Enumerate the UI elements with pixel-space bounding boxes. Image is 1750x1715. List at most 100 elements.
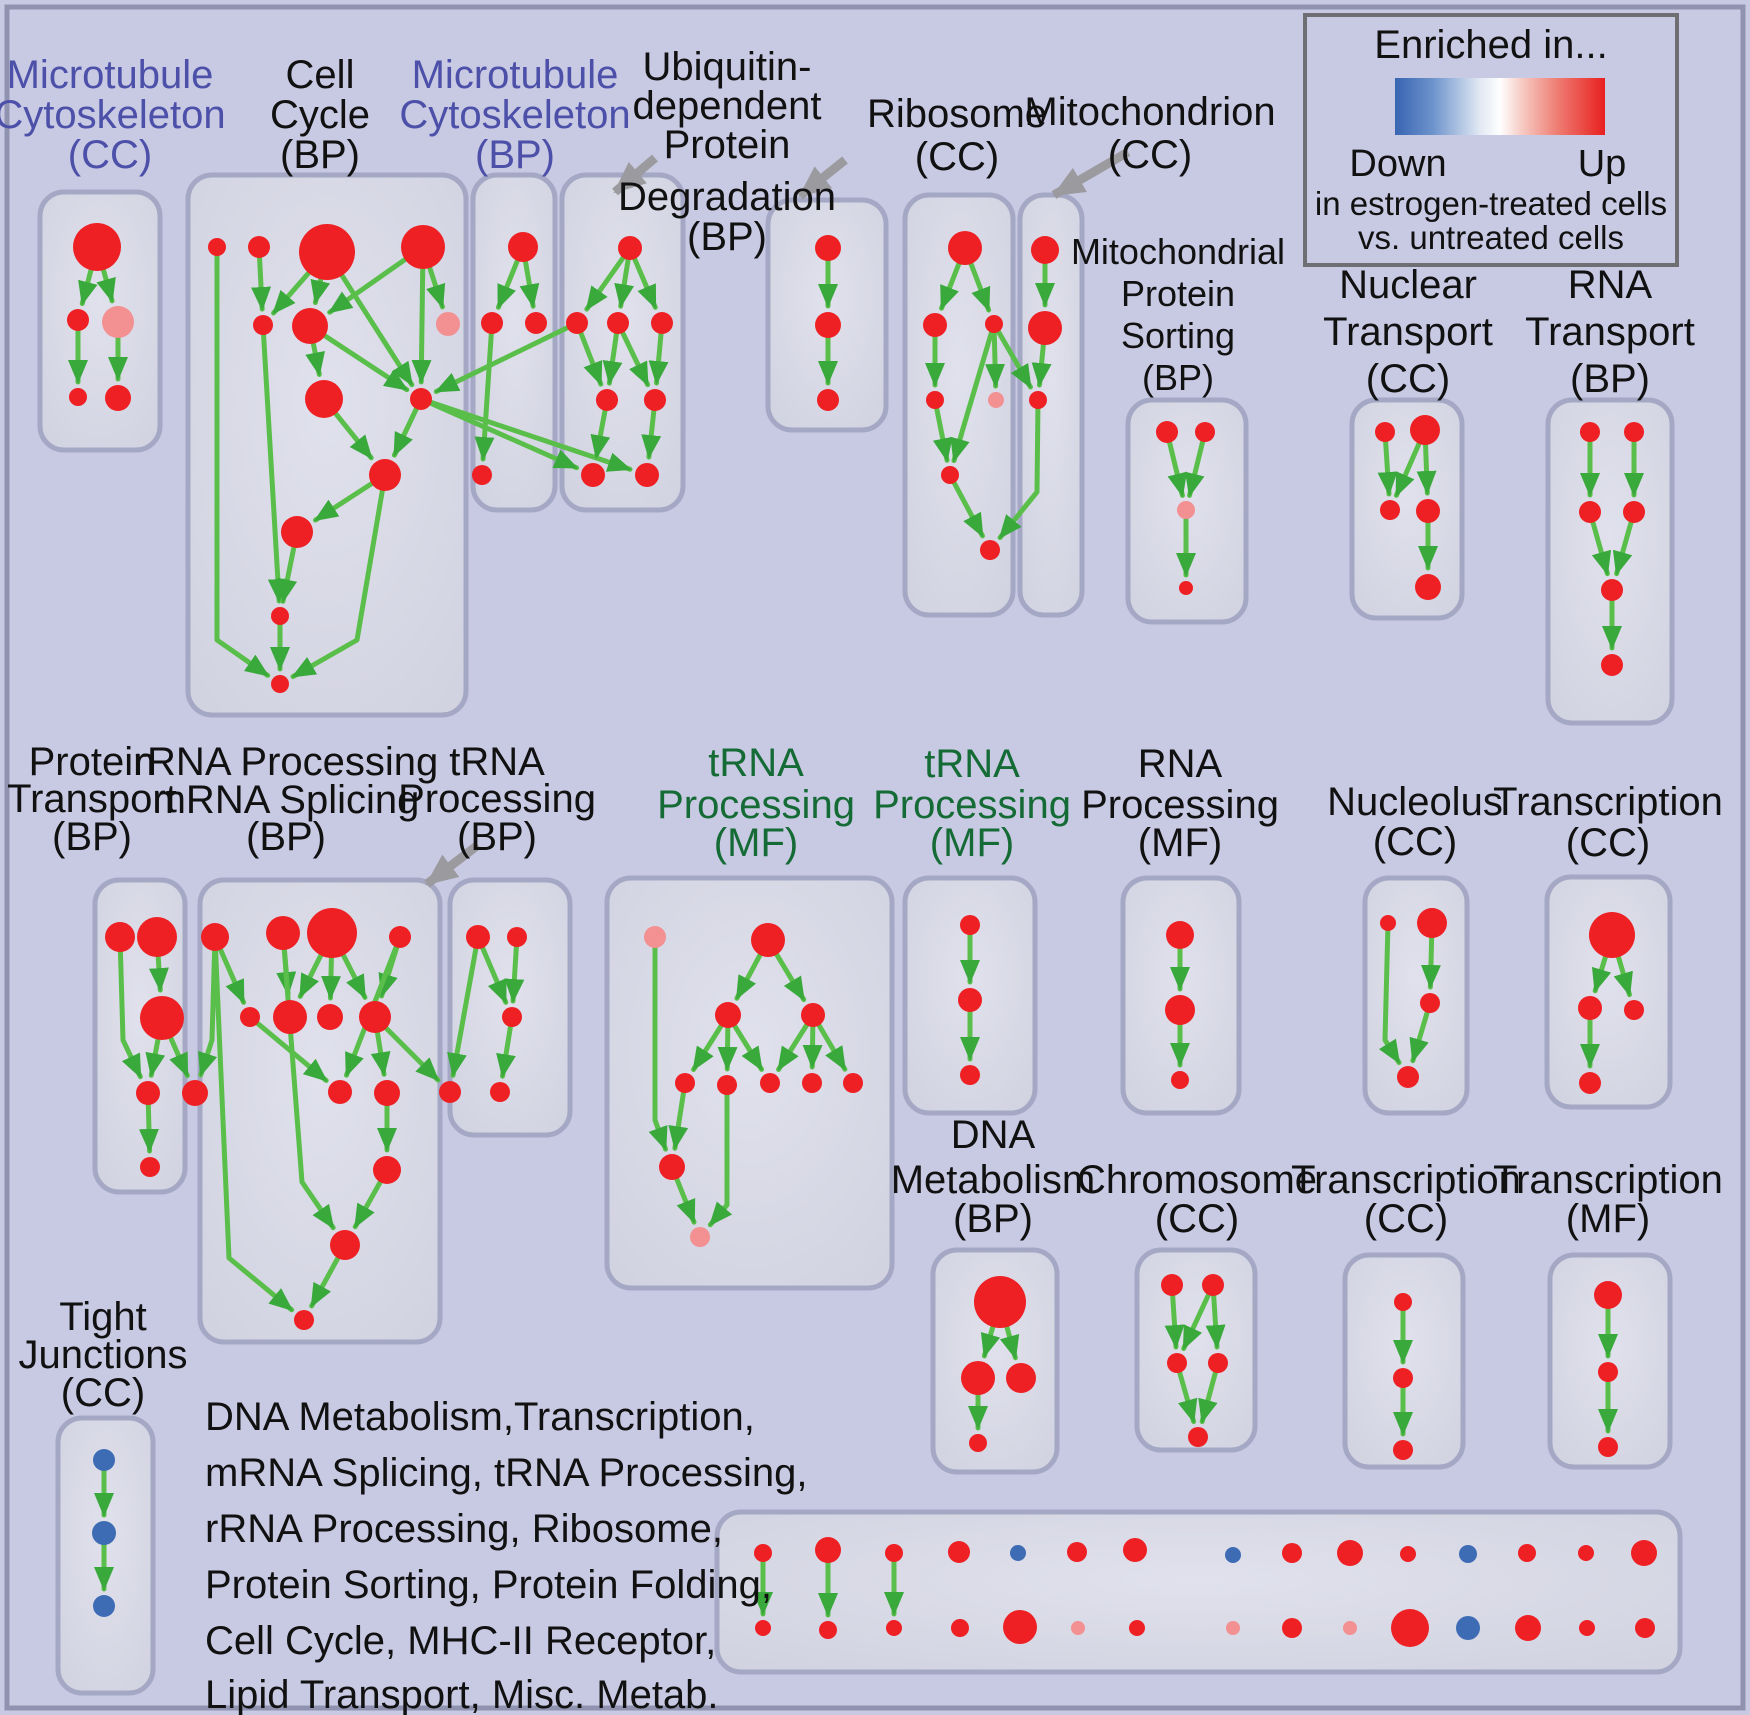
gene-node-t41 xyxy=(1594,1281,1622,1309)
cluster-box-protein-transport xyxy=(92,877,188,1195)
mitochondrion-label-line-1: Mitochondrion xyxy=(1024,90,1275,134)
legend-subtitle-1: in estrogen-treated cells xyxy=(1315,185,1667,222)
legend-down-label: Down xyxy=(1349,143,1446,185)
transcription-mf-label-line-1: Transcription xyxy=(1493,1158,1723,1202)
edge-cc13-ub7 xyxy=(418,396,580,471)
gene-node-rt1 xyxy=(1580,422,1600,442)
gene-node-cc3 xyxy=(299,224,355,280)
edge-mp2-mp3 xyxy=(1185,429,1208,498)
nuclear-transport-label-line-3: (CC) xyxy=(1366,357,1450,401)
edge-cc5-cc11 xyxy=(260,322,288,604)
gene-node-tm2 xyxy=(751,923,785,957)
ubiquitin-label-line-5: (BP) xyxy=(687,215,767,259)
gene-node-cc1 xyxy=(208,238,226,256)
rrna-mrna-label-line-2: mRNA Splicing xyxy=(153,778,420,822)
edge-ub3-ub6 xyxy=(615,320,651,388)
gene-node-nt1 xyxy=(1375,422,1395,442)
gene-node-mt2 xyxy=(67,309,89,331)
gene-node-nu4 xyxy=(1397,1066,1419,1088)
cluster-box-ubiquitin-a xyxy=(559,172,686,513)
gene-node-cc6 xyxy=(292,308,328,344)
gene-node-bx4 xyxy=(948,1541,970,1563)
gene-node-dm2 xyxy=(961,1361,995,1395)
edge-tm6-tm11 xyxy=(707,1082,733,1228)
tight-junctions-label-line-2: Junctions xyxy=(19,1333,188,1377)
annotation-arrow-icon xyxy=(1051,148,1131,199)
cluster-box-chromosome xyxy=(1134,1247,1258,1453)
gene-node-tm5 xyxy=(675,1073,695,1093)
chromosome-label-line-1: Chromosome xyxy=(1077,1158,1317,1202)
gene-node-t43 xyxy=(1598,1437,1618,1457)
gene-node-cc5 xyxy=(253,315,273,335)
ribosome-label-line-2: (CC) xyxy=(915,135,999,179)
gene-node-tc1 xyxy=(1589,912,1635,958)
gene-node-rp3 xyxy=(1171,1071,1189,1089)
ubiquitin-label-line-2: dependent xyxy=(632,84,821,128)
gene-node-bx13 xyxy=(1518,1544,1536,1562)
gene-node-rr9 xyxy=(328,1080,352,1104)
transcription-cc-2-label-line-2: (CC) xyxy=(1566,821,1650,865)
mito-protein-sorting-label-line-2: Protein xyxy=(1121,273,1235,314)
gene-node-t33 xyxy=(1393,1440,1413,1460)
gene-node-rr7 xyxy=(317,1004,343,1030)
gene-node-tr2 xyxy=(507,927,527,947)
gene-node-by12 xyxy=(1456,1616,1480,1640)
gene-node-tm10 xyxy=(659,1154,685,1180)
nucleolus-label-line-1: Nucleolus xyxy=(1327,780,1503,824)
gene-node-rb5 xyxy=(988,392,1004,408)
gene-node-bx1 xyxy=(754,1544,772,1562)
rna-transport-label-line-3: (BP) xyxy=(1570,357,1650,401)
nucleolus-label-line-2: (CC) xyxy=(1373,820,1457,864)
rna-processing-mf-label-line-3: (MF) xyxy=(1138,821,1222,865)
gene-node-mt1 xyxy=(73,223,121,271)
gene-node-ub3 xyxy=(607,312,629,334)
cell-cycle-label-line-2: Cycle xyxy=(270,93,370,137)
gene-node-vb2 xyxy=(815,312,841,338)
gene-node-rr2 xyxy=(266,916,300,950)
gene-node-tm1 xyxy=(644,926,666,948)
mito-protein-sorting-label-line-4: (BP) xyxy=(1142,357,1214,398)
edge-ch3-ch5 xyxy=(1174,1360,1198,1425)
gene-node-by11 xyxy=(1391,1609,1429,1647)
gene-node-bx12 xyxy=(1459,1545,1477,1563)
cluster-box-transcription-cc-2 xyxy=(1544,874,1673,1110)
legend-colorbar-icon xyxy=(1395,78,1605,135)
gene-node-vb3 xyxy=(817,389,839,411)
gene-node-rr13 xyxy=(294,1310,314,1330)
trna-bp-label-line-1: tRNA xyxy=(449,740,545,784)
gene-node-by8 xyxy=(1226,1621,1240,1635)
gene-node-ub5 xyxy=(596,389,618,411)
gene-node-ub1 xyxy=(618,236,642,260)
rna-transport-label-line-1: RNA xyxy=(1568,263,1653,307)
gene-node-rr12 xyxy=(330,1230,360,1260)
trna-mf-small-label-line-3: (MF) xyxy=(930,821,1014,865)
gene-node-bx2 xyxy=(815,1537,841,1563)
gene-node-tm4 xyxy=(801,1003,825,1027)
edge-rb3-rb6 xyxy=(950,321,997,464)
dna-metabolism-label-line-2: Metabolism xyxy=(891,1158,1096,1202)
cell-cycle-label-line-3: (BP) xyxy=(280,133,360,177)
gene-node-tr5 xyxy=(490,1082,510,1102)
gene-node-by14 xyxy=(1579,1620,1595,1636)
gene-node-by7 xyxy=(1129,1620,1145,1636)
figure-frame xyxy=(4,4,1746,1711)
edge-tr1-tr4 xyxy=(447,934,481,1078)
edge-mo3-rb7 xyxy=(997,397,1041,541)
protein-transport-label-line-2: Transport xyxy=(7,777,177,821)
gene-node-dm3 xyxy=(1006,1363,1036,1393)
gene-node-tr4 xyxy=(439,1081,461,1103)
gene-node-tr1 xyxy=(466,925,490,949)
misc-clusters-text-line-1: DNA Metabolism,Transcription, xyxy=(205,1395,755,1439)
gene-node-nt5 xyxy=(1415,574,1441,600)
gene-node-mp3 xyxy=(1177,501,1195,519)
edge-mb2-mb4 xyxy=(474,320,495,462)
gene-node-by6 xyxy=(1071,1621,1085,1635)
gene-node-bx10 xyxy=(1337,1540,1363,1566)
gene-node-tm7 xyxy=(760,1073,780,1093)
gene-node-rr5 xyxy=(240,1007,260,1027)
gene-node-rt2 xyxy=(1624,422,1644,442)
gene-node-mt5 xyxy=(105,385,131,411)
gene-node-ts1 xyxy=(960,915,980,935)
gene-node-tj2 xyxy=(92,1521,116,1545)
cluster-box-transcription-mf xyxy=(1547,1252,1673,1470)
